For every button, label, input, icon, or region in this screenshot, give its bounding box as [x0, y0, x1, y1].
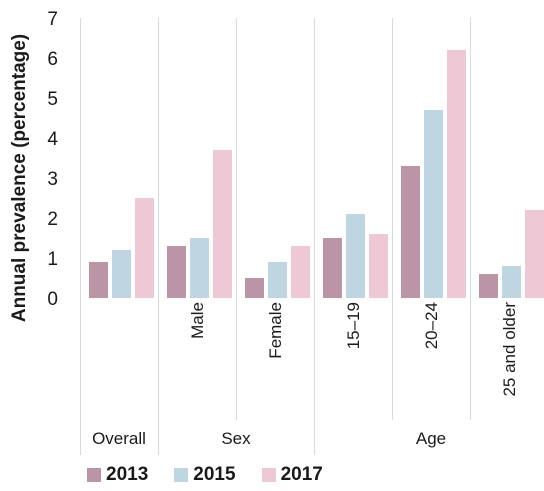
- legend-label: 2013: [106, 464, 149, 485]
- bar-2017-20–24: [447, 50, 466, 298]
- bar-2013-25 and older: [479, 274, 498, 298]
- category-labels: Male Female 15–19 20–24 25 and older: [188, 302, 519, 397]
- y-tick-label: 5: [47, 89, 58, 110]
- y-tick-label: 2: [47, 209, 58, 230]
- legend-item: 2013: [87, 464, 148, 486]
- legend-item: 2017: [261, 464, 323, 486]
- bar-2013-Female: [245, 278, 264, 298]
- bar-2015-Male: [190, 238, 209, 298]
- bar-2015-15–19: [346, 214, 365, 298]
- legend-swatch: [174, 468, 189, 482]
- category-label: Male: [188, 302, 207, 339]
- bar-2015-Overall: [112, 250, 131, 298]
- y-axis-ticks: 0 1 2 3 4 5 6 7: [47, 9, 58, 310]
- bar-2015-Female: [268, 262, 287, 298]
- bar-2013-Male: [167, 246, 186, 298]
- y-tick-label: 0: [47, 289, 58, 310]
- bars: [89, 50, 544, 298]
- group-label: Age: [416, 429, 446, 448]
- y-tick-label: 6: [47, 49, 58, 70]
- bar-2017-15–19: [369, 234, 388, 298]
- legend-swatch: [261, 468, 276, 482]
- legend-label: 2017: [280, 464, 323, 485]
- legend-label: 2015: [193, 464, 236, 485]
- bar-2017-Female: [291, 246, 310, 298]
- category-label: 15–19: [344, 302, 363, 349]
- bar-2013-Overall: [89, 262, 108, 298]
- category-label: 25 and older: [500, 302, 519, 397]
- y-tick-label: 1: [47, 249, 58, 270]
- category-label: 20–24: [422, 302, 441, 349]
- y-tick-label: 3: [47, 169, 58, 190]
- bar-2013-15–19: [323, 238, 342, 298]
- bar-2015-25 and older: [502, 266, 521, 298]
- bar-2017-25 and older: [525, 210, 544, 298]
- category-grid-lines: [80, 18, 471, 455]
- y-tick-label: 7: [47, 9, 58, 30]
- bar-2017-Male: [213, 150, 232, 298]
- group-labels: Overall Sex Age: [92, 429, 446, 448]
- bar-2013-20–24: [401, 166, 420, 298]
- legend-swatch: [87, 468, 101, 482]
- group-label: Overall: [92, 429, 146, 448]
- bar-2015-20–24: [424, 110, 443, 298]
- legend-item: 2015: [174, 464, 236, 486]
- category-label: Female: [266, 302, 285, 359]
- group-label: Sex: [221, 429, 251, 448]
- y-axis-title: Annual prevalence (percentage): [9, 34, 30, 322]
- y-tick-label: 4: [47, 129, 58, 150]
- bar-2017-Overall: [135, 198, 154, 298]
- legend: 2013 2015 2017: [87, 464, 349, 486]
